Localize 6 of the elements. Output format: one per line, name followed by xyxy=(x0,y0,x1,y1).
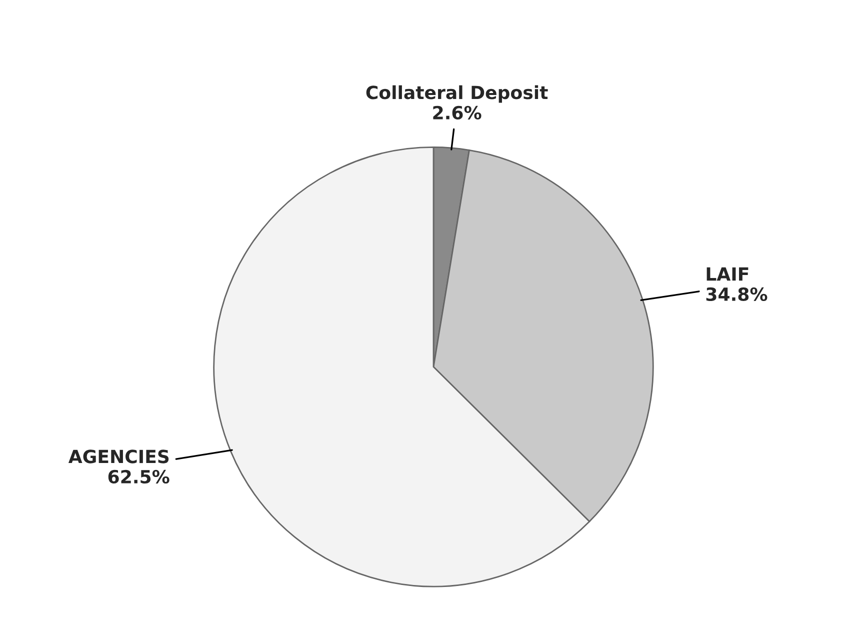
slice-label: LAIF xyxy=(706,267,748,281)
data-label: 34.8% xyxy=(706,287,768,302)
data-label: 2.6% xyxy=(433,106,482,120)
data-label: 62.5% xyxy=(108,470,170,484)
slice-label: AGENCIES xyxy=(68,450,169,464)
slice-label: Collateral Deposit xyxy=(366,85,548,103)
